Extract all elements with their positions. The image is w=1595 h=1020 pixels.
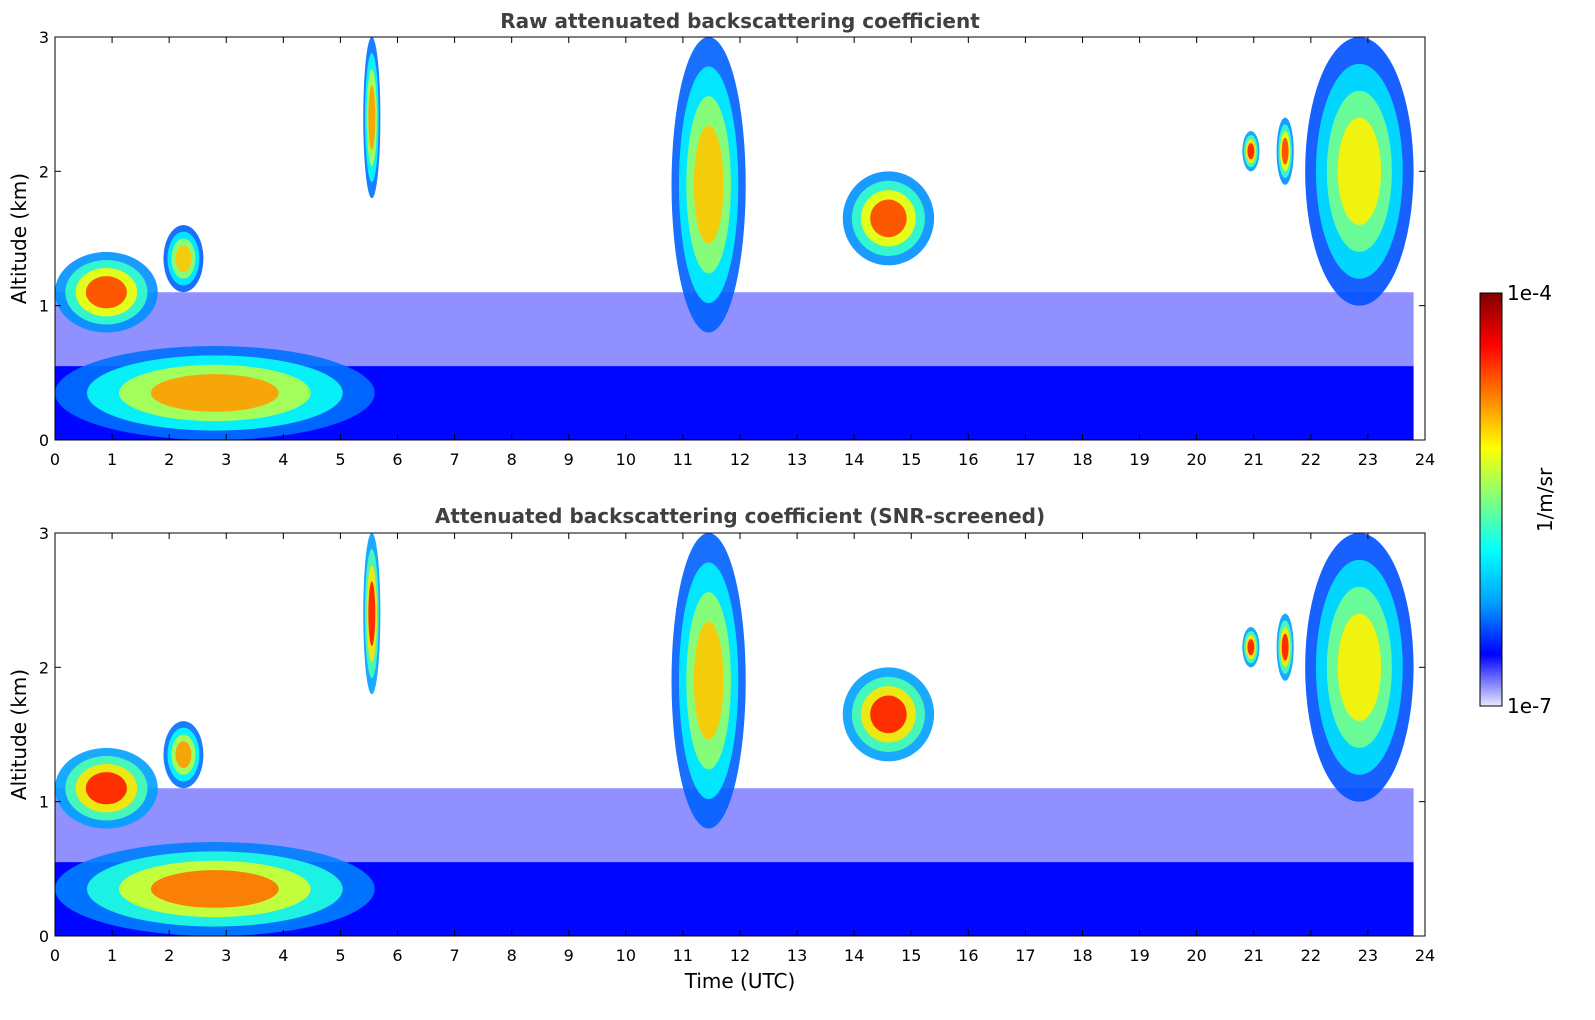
colorbar-gradient [1479,292,1503,707]
heatmap-image [55,37,1414,440]
raw-backscatter-panel: Raw attenuated backscattering coefficien… [7,9,1435,469]
x-tick-label: 23 [1358,946,1378,965]
x-tick-label: 20 [1186,450,1206,469]
x-tick-label: 24 [1415,946,1435,965]
heatmap-feature [693,621,724,740]
x-tick-label: 14 [844,450,864,469]
colorbar-unit-label: 1/m/sr [1533,467,1557,532]
y-tick-label: 1 [39,793,49,812]
colorbar-min-label: 1e-7 [1507,694,1552,718]
x-tick-label: 2 [164,450,174,469]
x-tick-label: 11 [673,946,693,965]
x-tick-label: 9 [564,450,574,469]
x-axis: 0 1 2 3 4 5 6 7 8 9 10 11 12 13 14 15 16 17 18 19 20 21 22 23 24 [50,37,1435,469]
x-tick-label: 3 [221,450,231,469]
x-tick-label: 4 [278,450,288,469]
x-tick-label: 8 [507,450,517,469]
y-axis-label: Altitude (km) [7,173,31,304]
heatmap-feature [85,772,127,805]
x-tick-label: 13 [787,450,807,469]
x-tick-label: 9 [564,946,574,965]
snr-screened-backscatter-panel: Attenuated backscattering coefficient (S… [7,504,1435,993]
x-tick-label: 5 [335,450,345,469]
x-tick-label: 12 [730,946,750,965]
x-tick-label: 1 [107,946,117,965]
heatmap-feature [175,245,192,273]
x-tick-label: 0 [50,450,60,469]
heatmap-feature [1247,639,1255,656]
heatmap-feature [693,125,724,244]
heatmap-feature [150,870,279,908]
x-axis: 0 1 2 3 4 5 6 7 8 9 10 11 12 13 14 15 16 17 18 19 20 21 22 23 24 [50,533,1435,965]
x-tick-label: 22 [1301,450,1321,469]
x-tick-label: 20 [1186,946,1206,965]
x-tick-label: 2 [164,946,174,965]
x-tick-label: 10 [616,450,636,469]
x-tick-label: 19 [1129,946,1149,965]
x-tick-label: 15 [901,946,921,965]
y-tick-label: 2 [39,162,49,181]
x-tick-label: 21 [1244,450,1264,469]
heatmap-feature [1247,143,1255,160]
x-tick-label: 10 [616,946,636,965]
heatmap-feature [1337,117,1382,226]
y-axis: 0 1 2 3 [39,28,1425,450]
x-tick-label: 14 [844,946,864,965]
x-tick-label: 22 [1301,946,1321,965]
x-tick-label: 18 [1072,946,1092,965]
x-tick-label: 6 [392,946,402,965]
x-tick-label: 8 [507,946,517,965]
x-tick-label: 24 [1415,450,1435,469]
heatmap-feature [1281,633,1289,661]
y-axis-label: Altitude (km) [7,669,31,800]
x-tick-label: 6 [392,450,402,469]
x-tick-label: 1 [107,450,117,469]
heatmap-feature [368,85,376,150]
x-tick-label: 21 [1244,946,1264,965]
y-axis: 0 1 2 3 [39,524,1425,946]
x-tick-label: 19 [1129,450,1149,469]
x-tick-label: 17 [1015,450,1035,469]
x-axis-label: Time (UTC) [684,969,796,993]
colorbar-max-label: 1e-4 [1507,281,1552,305]
heatmap-feature [1337,613,1382,722]
colorbar: 1e-4 1e-7 1/m/sr [1479,281,1557,718]
x-tick-label: 11 [673,450,693,469]
x-tick-label: 4 [278,946,288,965]
y-tick-label: 1 [39,297,49,316]
x-tick-label: 5 [335,946,345,965]
panel-title: Attenuated backscattering coefficient (S… [435,504,1045,528]
heatmap-feature [85,276,127,309]
panel-title: Raw attenuated backscattering coefficien… [500,9,980,33]
x-tick-label: 3 [221,946,231,965]
heatmap-feature [870,199,907,238]
heatmap-feature [368,581,376,646]
y-tick-label: 3 [39,28,49,47]
heatmap-feature [175,741,192,769]
x-tick-label: 18 [1072,450,1092,469]
x-tick-label: 7 [449,450,459,469]
x-tick-label: 23 [1358,450,1378,469]
x-tick-label: 15 [901,450,921,469]
heatmap-feature [1281,137,1289,165]
x-tick-label: 12 [730,450,750,469]
y-tick-label: 2 [39,658,49,677]
heatmap-feature [870,695,907,734]
x-tick-label: 13 [787,946,807,965]
x-tick-label: 16 [958,946,978,965]
y-tick-label: 0 [39,431,49,450]
y-tick-label: 0 [39,927,49,946]
x-tick-label: 0 [50,946,60,965]
y-tick-label: 3 [39,524,49,543]
heatmap-image [55,533,1414,936]
heatmap-feature [150,374,279,412]
x-tick-label: 16 [958,450,978,469]
x-tick-label: 17 [1015,946,1035,965]
x-tick-label: 7 [449,946,459,965]
